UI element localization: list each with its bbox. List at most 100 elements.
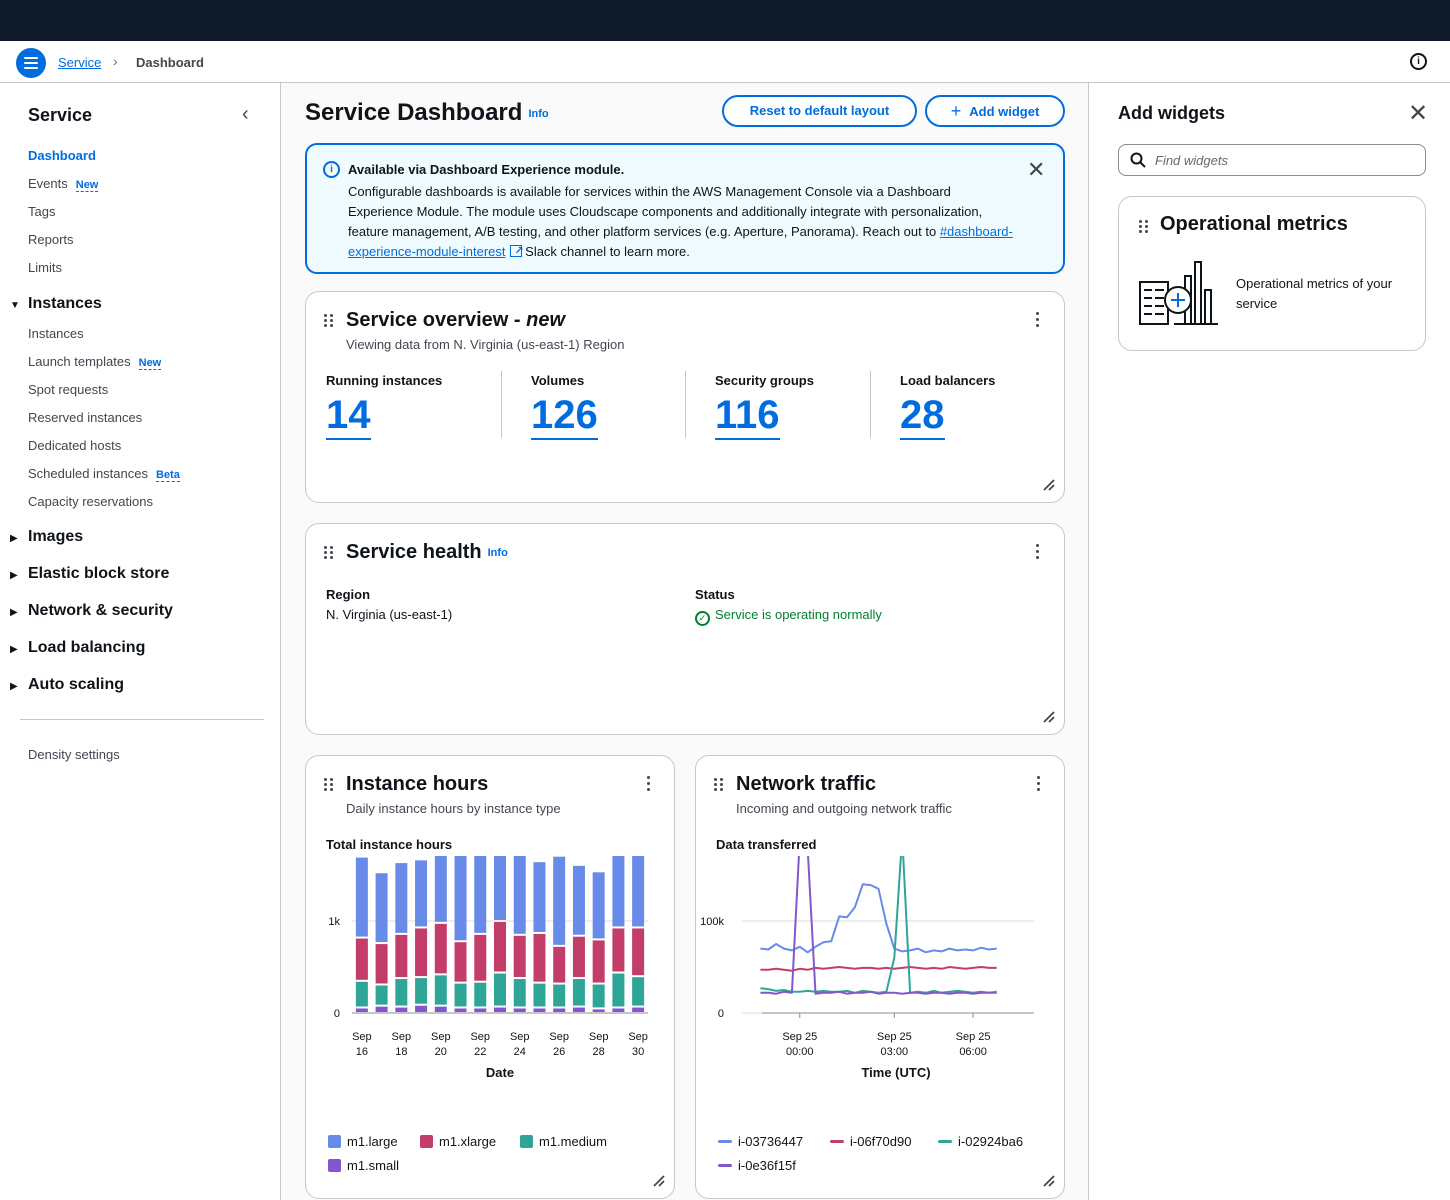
legend-item-m1-small[interactable]: m1.small xyxy=(328,1158,399,1173)
legend-item-i-03736447[interactable]: i-03736447 xyxy=(718,1134,803,1149)
bar-m1-xlarge[interactable] xyxy=(553,946,566,983)
legend-item-m1-medium[interactable]: m1.medium xyxy=(520,1134,607,1149)
sidebar-item-events[interactable]: Events New xyxy=(28,176,99,192)
line-i-03736447[interactable] xyxy=(760,883,997,954)
bar-m1-large[interactable] xyxy=(434,856,447,922)
bar-m1-medium[interactable] xyxy=(494,973,506,1006)
sidebar-item-reports[interactable]: Reports xyxy=(28,232,74,247)
sidebar-section-auto-scaling[interactable]: ▶ Auto scaling xyxy=(10,676,124,694)
bar-m1-large[interactable] xyxy=(355,857,368,937)
bar-m1-medium[interactable] xyxy=(592,984,605,1008)
sidebar-section-instances[interactable]: ▼ Instances xyxy=(10,295,102,313)
drag-handle-icon[interactable] xyxy=(324,778,334,792)
metric-value-link[interactable]: 28 xyxy=(900,392,945,440)
slack-channel-link[interactable]: #dashboard-experience-module-interest xyxy=(348,224,1013,259)
sidebar-section-load-balancing[interactable]: ▶ Load balancing xyxy=(10,639,145,657)
close-icon[interactable]: ✕ xyxy=(1027,157,1046,182)
metric-value-link[interactable]: 126 xyxy=(531,392,598,440)
metric-value-link[interactable]: 14 xyxy=(326,392,371,440)
bar-m1-large[interactable] xyxy=(454,856,467,941)
bar-m1-large[interactable] xyxy=(612,856,625,927)
bar-m1-xlarge[interactable] xyxy=(592,940,605,983)
drag-handle-icon[interactable] xyxy=(324,314,334,328)
close-icon[interactable]: ✕ xyxy=(1408,100,1429,127)
bar-m1-medium[interactable] xyxy=(474,982,487,1007)
find-widgets-input[interactable] xyxy=(1118,144,1426,176)
bar-m1-small[interactable] xyxy=(572,1007,585,1012)
bar-m1-large[interactable] xyxy=(592,872,605,939)
bar-m1-xlarge[interactable] xyxy=(533,933,546,982)
reset-layout-button[interactable]: Reset to default layout xyxy=(722,95,917,127)
bar-m1-xlarge[interactable] xyxy=(454,942,467,982)
more-actions-icon[interactable] xyxy=(1036,544,1040,560)
bar-m1-large[interactable] xyxy=(553,856,566,945)
bar-m1-large[interactable] xyxy=(632,856,645,927)
bar-m1-large[interactable] xyxy=(395,863,408,933)
operational-metrics-widget-card[interactable]: Operational metrics Operational metrics … xyxy=(1118,196,1426,351)
sidebar-item-dashboard[interactable]: Dashboard xyxy=(28,148,96,163)
bar-m1-medium[interactable] xyxy=(533,983,546,1007)
resize-handle-icon[interactable] xyxy=(1043,711,1055,723)
bar-m1-medium[interactable] xyxy=(355,981,368,1007)
bar-m1-xlarge[interactable] xyxy=(355,938,368,980)
bar-m1-small[interactable] xyxy=(513,1008,526,1012)
bar-m1-medium[interactable] xyxy=(572,979,585,1006)
bar-m1-xlarge[interactable] xyxy=(415,928,428,977)
bar-m1-xlarge[interactable] xyxy=(572,936,585,978)
sidebar-section-images[interactable]: ▶ Images xyxy=(10,528,83,546)
density-settings-link[interactable]: Density settings xyxy=(28,747,120,762)
collapse-sidebar-icon[interactable]: ‹ xyxy=(242,103,249,125)
sidebar-item-spot-requests[interactable]: Spot requests xyxy=(28,382,108,397)
more-actions-icon[interactable] xyxy=(1037,776,1041,792)
bar-m1-xlarge[interactable] xyxy=(395,934,408,978)
legend-item-m1-large[interactable]: m1.large xyxy=(328,1134,398,1149)
sidebar-section-network-security[interactable]: ▶ Network & security xyxy=(10,602,173,620)
drag-handle-icon[interactable] xyxy=(1139,220,1149,234)
bar-m1-small[interactable] xyxy=(375,1006,388,1012)
bar-m1-large[interactable] xyxy=(513,856,526,934)
legend-item-i-02924ba6[interactable]: i-02924ba6 xyxy=(938,1134,1023,1149)
sidebar-item-limits[interactable]: Limits xyxy=(28,260,62,275)
bar-m1-medium[interactable] xyxy=(632,977,645,1006)
bar-m1-medium[interactable] xyxy=(434,975,447,1005)
bar-m1-medium[interactable] xyxy=(612,973,625,1007)
bar-m1-small[interactable] xyxy=(454,1008,467,1012)
add-widget-button[interactable]: + Add widget xyxy=(925,95,1065,127)
sidebar-item-capacity-reservations[interactable]: Capacity reservations xyxy=(28,494,153,509)
bar-m1-medium[interactable] xyxy=(395,979,408,1006)
resize-handle-icon[interactable] xyxy=(1043,1175,1055,1187)
more-actions-icon[interactable] xyxy=(647,776,651,792)
bar-m1-large[interactable] xyxy=(572,865,585,935)
info-link[interactable]: Info xyxy=(487,546,508,559)
bar-m1-small[interactable] xyxy=(632,1007,645,1012)
bar-m1-xlarge[interactable] xyxy=(612,928,625,972)
breadcrumb-service-link[interactable]: Service xyxy=(58,55,102,70)
bar-m1-xlarge[interactable] xyxy=(375,944,388,984)
bar-m1-xlarge[interactable] xyxy=(632,928,645,976)
menu-icon[interactable] xyxy=(16,48,46,78)
legend-item-i-06f70d90[interactable]: i-06f70d90 xyxy=(830,1134,911,1149)
bar-m1-xlarge[interactable] xyxy=(513,935,526,978)
line-i-06f70d90[interactable] xyxy=(760,966,997,972)
metric-value-link[interactable]: 116 xyxy=(715,392,780,440)
bar-m1-medium[interactable] xyxy=(375,985,388,1005)
bar-m1-small[interactable] xyxy=(612,1008,625,1012)
bar-m1-small[interactable] xyxy=(434,1006,447,1012)
sidebar-item-scheduled-instances[interactable]: Scheduled instances Beta xyxy=(28,466,180,482)
sidebar-item-reserved-instances[interactable]: Reserved instances xyxy=(28,410,142,425)
bar-m1-medium[interactable] xyxy=(513,979,526,1007)
resize-handle-icon[interactable] xyxy=(1043,479,1055,491)
bar-m1-xlarge[interactable] xyxy=(494,922,506,972)
info-icon[interactable]: i xyxy=(1410,53,1427,70)
bar-m1-large[interactable] xyxy=(533,862,546,932)
legend-item-m1-xlarge[interactable]: m1.xlarge xyxy=(420,1134,496,1149)
bar-m1-small[interactable] xyxy=(395,1007,408,1012)
sidebar-item-dedicated-hosts[interactable]: Dedicated hosts xyxy=(28,438,121,453)
bar-m1-large[interactable] xyxy=(494,856,506,920)
line-i-0e36f15f[interactable] xyxy=(760,856,997,995)
legend-item-i-0e36f15f[interactable]: i-0e36f15f xyxy=(718,1158,796,1173)
bar-m1-medium[interactable] xyxy=(553,984,566,1007)
sidebar-item-instances[interactable]: Instances xyxy=(28,326,84,341)
bar-m1-large[interactable] xyxy=(415,860,428,927)
bar-m1-large[interactable] xyxy=(375,873,388,943)
